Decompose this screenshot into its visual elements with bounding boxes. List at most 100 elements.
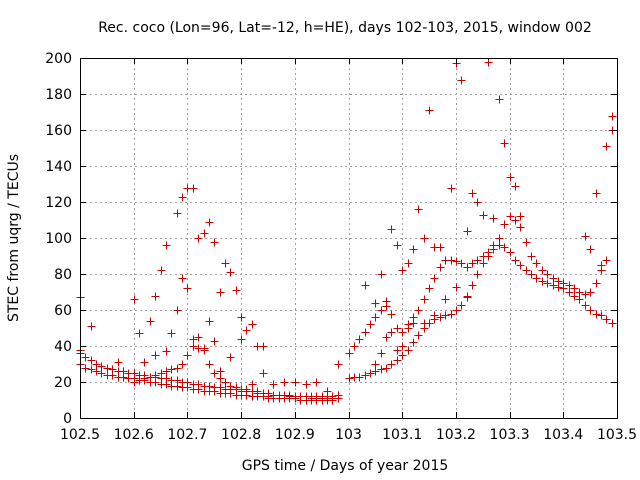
data-point — [436, 313, 445, 322]
data-point — [398, 266, 407, 275]
data-point — [216, 288, 225, 297]
data-point — [226, 268, 235, 277]
data-point — [173, 209, 182, 218]
data-point — [366, 369, 375, 378]
y-tick-label: 20 — [54, 375, 72, 391]
data-point — [189, 184, 198, 193]
data-point — [248, 320, 257, 329]
data-point — [200, 229, 209, 238]
data-point — [549, 281, 558, 290]
data-point — [575, 288, 584, 297]
data-point — [377, 349, 386, 358]
data-point — [500, 243, 509, 252]
data-point — [387, 225, 396, 234]
data-point — [135, 329, 144, 338]
x-tick-label: 103 — [335, 427, 362, 443]
data-point — [414, 205, 423, 214]
data-point — [570, 284, 579, 293]
data-point — [135, 376, 144, 385]
data-point — [189, 335, 198, 344]
data-point — [414, 306, 423, 315]
x-tick-label: 102.5 — [60, 427, 100, 443]
data-point — [484, 248, 493, 257]
data-point — [382, 297, 391, 306]
data-point — [87, 365, 96, 374]
data-point — [371, 360, 380, 369]
data-point — [151, 371, 160, 380]
data-point — [522, 238, 531, 247]
data-point — [597, 311, 606, 320]
data-point — [457, 301, 466, 310]
data-point — [350, 342, 359, 351]
data-point — [559, 279, 568, 288]
data-point — [538, 277, 547, 286]
data-point — [92, 367, 101, 376]
data-point — [183, 383, 192, 392]
data-point — [393, 324, 402, 333]
data-point — [393, 241, 402, 250]
data-point — [608, 319, 617, 328]
data-point — [495, 95, 504, 104]
data-point — [162, 241, 171, 250]
data-point — [436, 263, 445, 272]
data-point — [586, 306, 595, 315]
data-point — [151, 292, 160, 301]
data-point — [511, 182, 520, 191]
data-point — [345, 349, 354, 358]
data-point — [242, 385, 251, 394]
data-point — [473, 270, 482, 279]
data-point — [345, 374, 354, 383]
data-point — [506, 212, 515, 221]
x-tick-label: 103.1 — [382, 427, 422, 443]
data-point — [194, 333, 203, 342]
data-point — [532, 274, 541, 283]
data-point — [522, 266, 531, 275]
data-point — [323, 387, 332, 396]
data-point — [414, 331, 423, 340]
data-point — [221, 259, 230, 268]
data-point — [253, 387, 262, 396]
data-point — [291, 378, 300, 387]
data-point — [280, 391, 289, 400]
data-point — [328, 394, 337, 403]
data-point — [312, 378, 321, 387]
data-point — [500, 139, 509, 148]
data-point — [484, 58, 493, 67]
data-point — [409, 338, 418, 347]
data-point — [608, 112, 617, 121]
data-point — [463, 263, 472, 272]
data-point — [355, 335, 364, 344]
data-point — [242, 326, 251, 335]
data-point — [398, 351, 407, 360]
y-tick-label: 120 — [45, 195, 72, 211]
data-point — [398, 342, 407, 351]
data-point — [259, 342, 268, 351]
data-point — [259, 369, 268, 378]
data-point — [173, 382, 182, 391]
data-point — [463, 293, 472, 302]
data-point — [92, 360, 101, 369]
data-point — [226, 389, 235, 398]
data-point — [581, 232, 590, 241]
y-tick-labels: 0 20 40 60 80 100 120 140 160 180 200 — [45, 51, 72, 427]
y-tick-label: 80 — [54, 267, 72, 283]
y-axis-label: STEC from uqrg / TECUs — [6, 154, 22, 322]
data-point — [452, 257, 461, 266]
data-point — [387, 360, 396, 369]
data-point — [167, 329, 176, 338]
data-point — [409, 245, 418, 254]
data-point — [468, 259, 477, 268]
data-point — [425, 284, 434, 293]
data-point — [452, 283, 461, 292]
data-point — [463, 227, 472, 236]
data-point — [146, 317, 155, 326]
x-tick-label: 103.3 — [490, 427, 530, 443]
x-axis-label: GPS time / Days of year 2015 — [242, 458, 449, 474]
data-point — [334, 360, 343, 369]
data-point — [361, 281, 370, 290]
data-point — [210, 238, 219, 247]
data-point — [425, 106, 434, 115]
data-point — [436, 243, 445, 252]
data-point — [511, 216, 520, 225]
